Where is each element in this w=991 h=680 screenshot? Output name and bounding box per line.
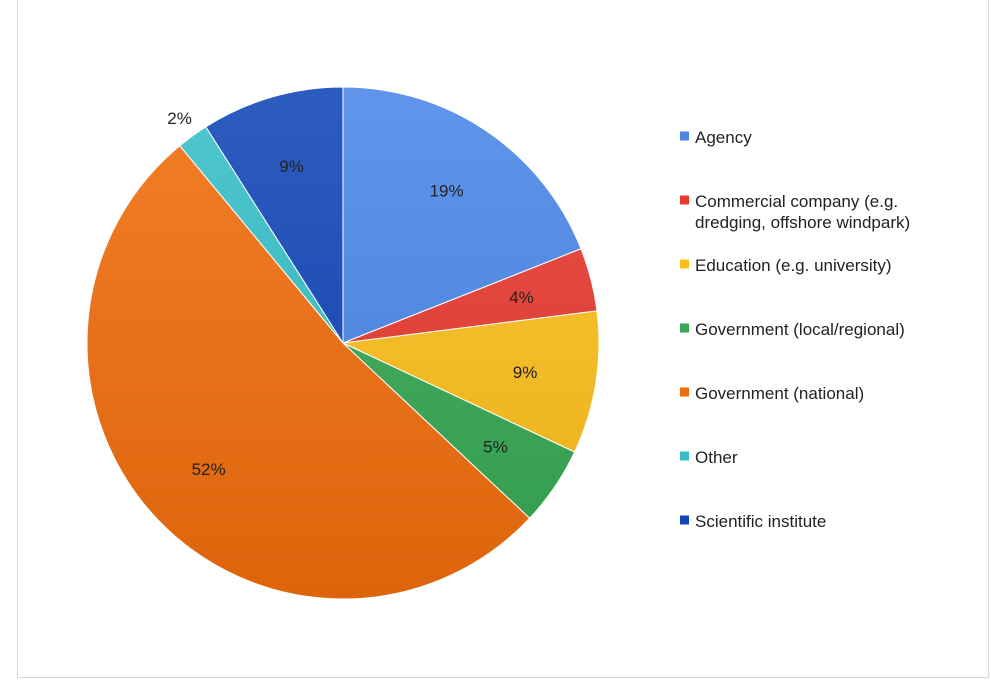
legend-swatch-scientific-institute [680, 515, 689, 525]
legend-swatch-other [680, 451, 689, 461]
pie-slice-government-national [86, 145, 531, 600]
legend: Agency Commercial company (e.g. dredging, … [680, 128, 910, 531]
data-label-agency: 19% [430, 182, 464, 201]
legend-swatch-education-e-g-university [680, 259, 689, 269]
legend-label-government-local-regional: Government (local/regional) [695, 320, 905, 339]
legend-swatch-government-local-regional [680, 323, 689, 333]
legend-label-government-national: Government (national) [695, 384, 864, 403]
data-label-government-local-regional: 5% [483, 438, 508, 457]
data-label-government-national: 52% [192, 460, 226, 479]
legend-label-education-e-g-university: Education (e.g. university) [695, 256, 892, 275]
pie-slice-scientific-institute [205, 86, 344, 345]
legend-label-agency: Agency [695, 128, 752, 147]
data-label-education-e-g-university: 9% [513, 363, 538, 382]
pie-labels: 19% 4% 9% 5% 52% 2% 9% [167, 109, 537, 479]
pie-slices [86, 86, 600, 600]
legend-swatch-commercial-company-e-g-dredging-offshore-windpark [680, 195, 689, 205]
legend-swatch-government-national [680, 387, 689, 397]
pie-slice-education-e-g-university [341, 310, 600, 453]
data-label-other: 2% [167, 109, 192, 128]
data-label-commercial-company-e-g-dredging-offshore-windpark: 4% [509, 288, 534, 307]
legend-label-scientific-institute: Scientific institute [695, 512, 826, 531]
pie-slice-agency [342, 86, 582, 344]
legend-label-other: Other [695, 448, 738, 467]
legend-swatch-agency [680, 131, 689, 141]
legend-label-commercial-company-e-g-dredging-offshore-windpark: Commercial company (e.g. dredging, offsho… [695, 192, 910, 232]
data-label-scientific-institute: 9% [279, 157, 304, 176]
